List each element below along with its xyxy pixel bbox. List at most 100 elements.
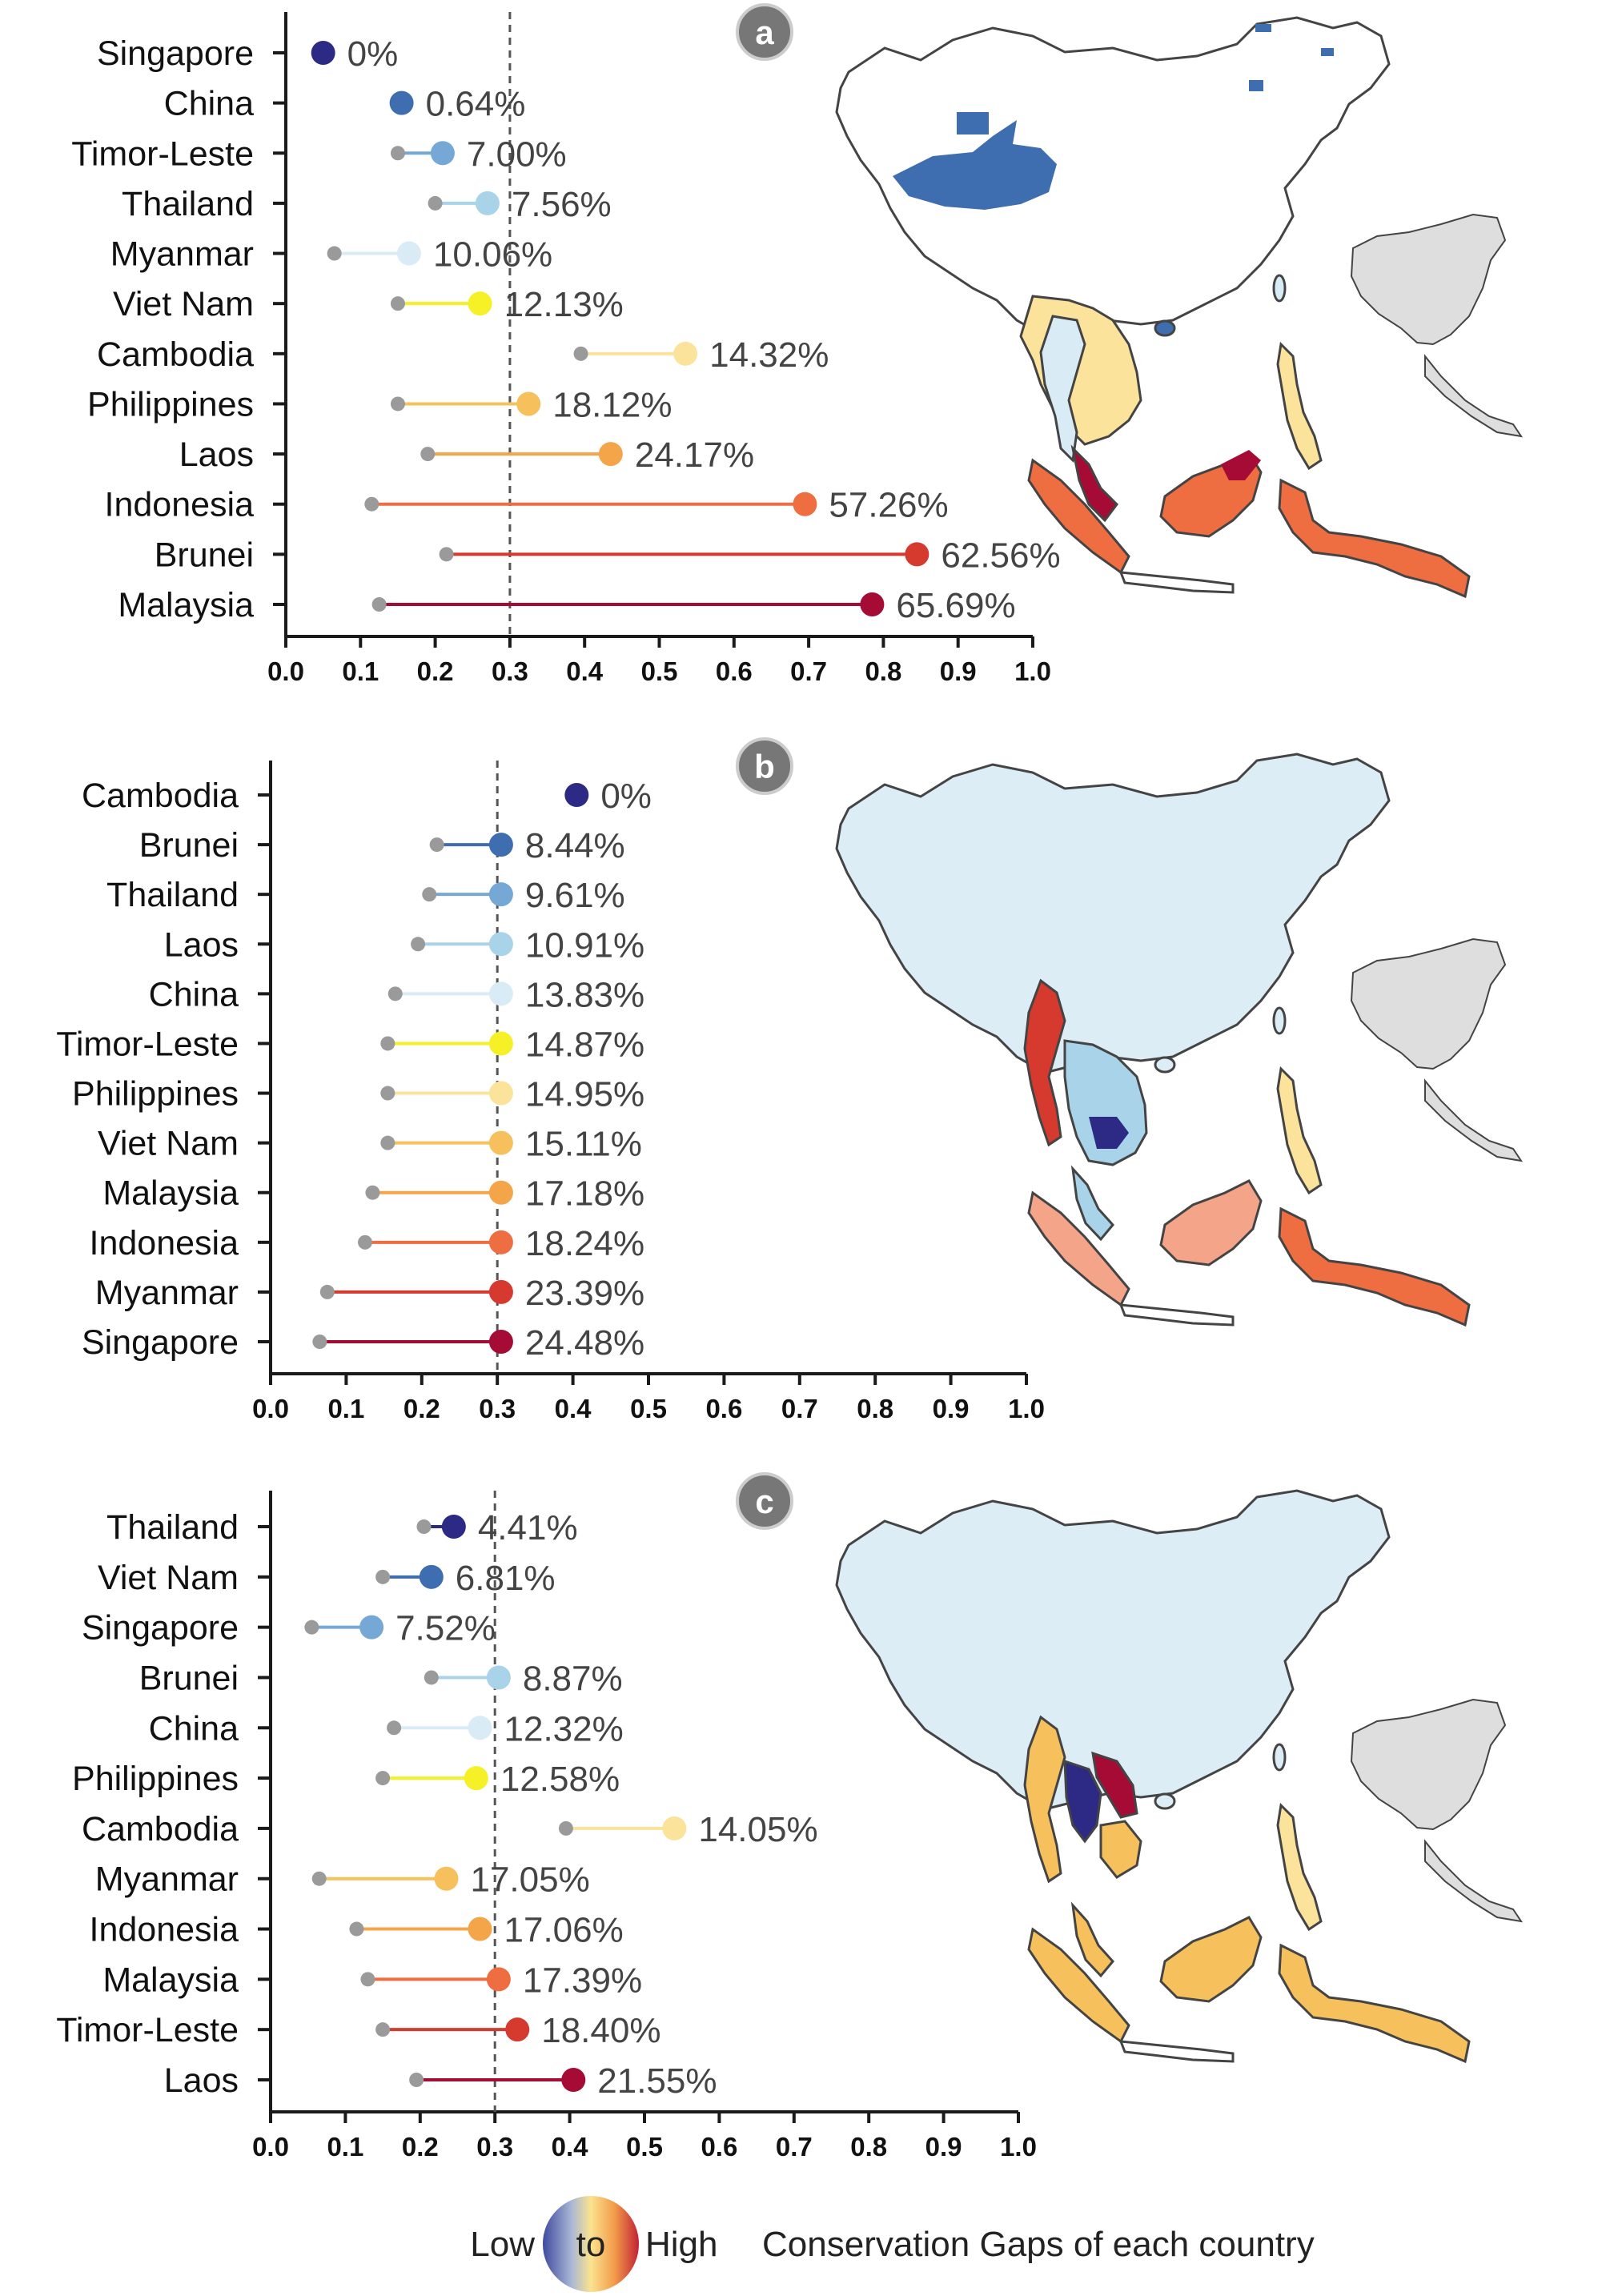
end-dot — [673, 341, 698, 366]
map-b — [835, 753, 1524, 1327]
end-dot — [488, 1081, 513, 1106]
value-label: 17.18% — [525, 1174, 644, 1214]
legend-gradient-swatch — [543, 2196, 639, 2292]
category-label: Singapore — [97, 34, 254, 73]
legend-to-label: to — [576, 2225, 606, 2264]
category-label: Cambodia — [97, 335, 254, 374]
value-label: 17.39% — [523, 1961, 642, 2000]
category-label: Malaysia — [118, 586, 254, 624]
x-tick-label: 1.0 — [1000, 2132, 1037, 2162]
x-tick-label: 0.0 — [252, 1394, 289, 1423]
start-dot — [365, 1185, 380, 1200]
start-dot — [387, 1720, 402, 1736]
value-label: 14.87% — [525, 1025, 644, 1064]
map-philippines — [1276, 1802, 1323, 1932]
category-label: Cambodia — [82, 777, 239, 815]
value-label: 0% — [600, 777, 652, 816]
value-label: 24.17% — [635, 436, 754, 475]
category-label: Philippines — [72, 1760, 239, 1798]
start-dot — [409, 2073, 424, 2087]
map-borneo — [1159, 1179, 1263, 1266]
map-taiwan — [1272, 1743, 1287, 1772]
start-dot — [429, 837, 444, 853]
end-dot — [430, 141, 455, 166]
category-label: Laos — [164, 925, 239, 964]
dumbbell-chart-c: 0.0 0.1 0.2 0.3 0.4 0.5 0.6 0.7 0.8 0.9 1.0 Thailan… — [56, 1472, 1037, 2162]
value-label: 14.95% — [525, 1075, 644, 1114]
map-sumatra — [1027, 1190, 1130, 1307]
category-label: Philippines — [72, 1075, 239, 1114]
value-label: 24.48% — [525, 1323, 644, 1363]
map-taiwan — [1272, 274, 1287, 303]
start-dot — [411, 937, 426, 952]
end-dot — [488, 1031, 513, 1056]
map-malay-peninsula — [1070, 1901, 1114, 1978]
value-label: 8.44% — [525, 826, 625, 865]
start-dot — [380, 1036, 395, 1051]
start-dot — [364, 496, 379, 512]
end-dot — [464, 1766, 488, 1791]
end-dot — [488, 932, 513, 957]
value-label: 7.00% — [467, 134, 567, 174]
end-dot — [488, 1180, 513, 1205]
panel-a: 0.0 0.1 0.2 0.3 0.4 0.5 0.6 0.7 0.8 0.9 1.0 Singapo… — [71, 3, 1524, 686]
start-dot — [360, 1972, 375, 1987]
x-tick-label: 0.1 — [327, 2132, 363, 2162]
x-tick-label: 0.9 — [925, 2132, 962, 2162]
start-dot — [424, 1670, 439, 1685]
map-borneo-north — [1221, 450, 1261, 480]
x-tick-label: 0.3 — [492, 656, 528, 686]
end-dot — [505, 2017, 530, 2042]
end-dot — [419, 1564, 444, 1589]
category-label: China — [149, 1709, 239, 1748]
color-legend: Low to High Conservation Gaps of each co… — [470, 2196, 1315, 2292]
start-dot — [327, 246, 342, 261]
end-dot — [793, 492, 817, 516]
start-dot — [573, 346, 588, 361]
map-china-outline — [835, 1489, 1391, 1811]
value-label: 12.32% — [504, 1709, 624, 1748]
end-dot — [311, 41, 335, 65]
x-tick-label: 0.9 — [933, 1394, 970, 1423]
x-tick-label: 0.6 — [705, 1394, 742, 1423]
end-dot — [488, 1330, 513, 1354]
x-tick-label: 0.3 — [479, 1394, 516, 1423]
end-dot — [488, 882, 513, 907]
start-dot — [375, 1771, 391, 1786]
x-tick-label: 0.5 — [641, 656, 678, 686]
value-label: 10.06% — [433, 235, 552, 275]
value-label: 18.12% — [552, 385, 672, 424]
x-tick-label: 0.0 — [267, 656, 304, 686]
end-dot — [475, 191, 500, 215]
start-dot — [304, 1620, 319, 1635]
map-sulawesi-papua — [1278, 1206, 1471, 1327]
value-label: 12.13% — [504, 285, 624, 324]
map-china-spot — [1255, 24, 1271, 32]
start-dot — [349, 1921, 364, 1937]
category-label: China — [164, 85, 254, 123]
end-dot — [561, 2068, 586, 2092]
end-dot — [488, 833, 513, 857]
category-label: Myanmar — [95, 1274, 239, 1312]
category-label: Indonesia — [90, 1224, 239, 1262]
map-sulawesi-papua — [1278, 1943, 1471, 2064]
category-label: Myanmar — [110, 235, 254, 274]
x-tick-label: 0.8 — [857, 1394, 893, 1423]
start-dot — [420, 447, 436, 462]
category-label: Singapore — [82, 1609, 239, 1648]
value-label: 17.06% — [504, 1911, 624, 1950]
dumbbell-chart-b: 0.0 0.1 0.2 0.3 0.4 0.5 0.6 0.7 0.8 0.9 1.0 Cambodi… — [56, 737, 1045, 1423]
x-tick-label: 0.9 — [940, 656, 977, 686]
legend-high-label: High — [645, 2225, 718, 2264]
x-tick-label: 0.2 — [402, 2132, 439, 2162]
map-myanmar — [1023, 978, 1066, 1147]
category-label: Thailand — [106, 876, 239, 914]
x-tick-label: 0.7 — [781, 1394, 818, 1423]
category-label: Thailand — [106, 1508, 239, 1547]
end-dot — [468, 1917, 492, 1941]
x-tick-label: 0.4 — [552, 2132, 589, 2162]
start-dot — [375, 2022, 391, 2037]
value-label: 10.91% — [525, 925, 644, 965]
x-tick-label: 0.6 — [716, 656, 753, 686]
end-dot — [662, 1816, 687, 1840]
